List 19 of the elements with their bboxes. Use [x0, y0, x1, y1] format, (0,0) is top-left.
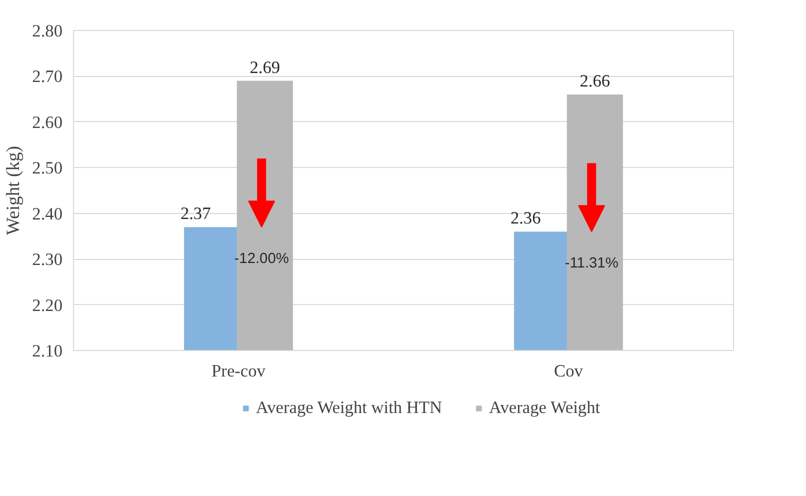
- data-label: 2.37: [180, 204, 212, 224]
- data-label: 2.69: [250, 58, 280, 77]
- legend-label: Average Weight with HTN: [256, 398, 442, 418]
- y-tick-label: 2.80: [32, 22, 63, 40]
- y-tick-label: 2.60: [32, 112, 63, 132]
- data-label: 2.66: [580, 72, 610, 90]
- legend-label: Average Weight: [489, 398, 600, 418]
- y-axis-title: Weight (kg): [3, 146, 24, 236]
- y-tick-label: 2.30: [32, 250, 63, 270]
- x-tick-label: Pre-cov: [212, 362, 266, 380]
- data-label: 2.36: [510, 208, 542, 228]
- x-tick-label: Cov: [554, 362, 584, 380]
- y-tick-label: 2.50: [32, 158, 63, 178]
- y-tick-label: 2.10: [32, 342, 63, 360]
- y-tick-label: 2.20: [32, 296, 63, 315]
- annotation: -11.31%: [564, 256, 618, 272]
- annotation: -12.00%: [234, 251, 289, 268]
- y-tick-label: 2.70: [32, 67, 63, 86]
- y-tick-label: 2.40: [32, 204, 63, 224]
